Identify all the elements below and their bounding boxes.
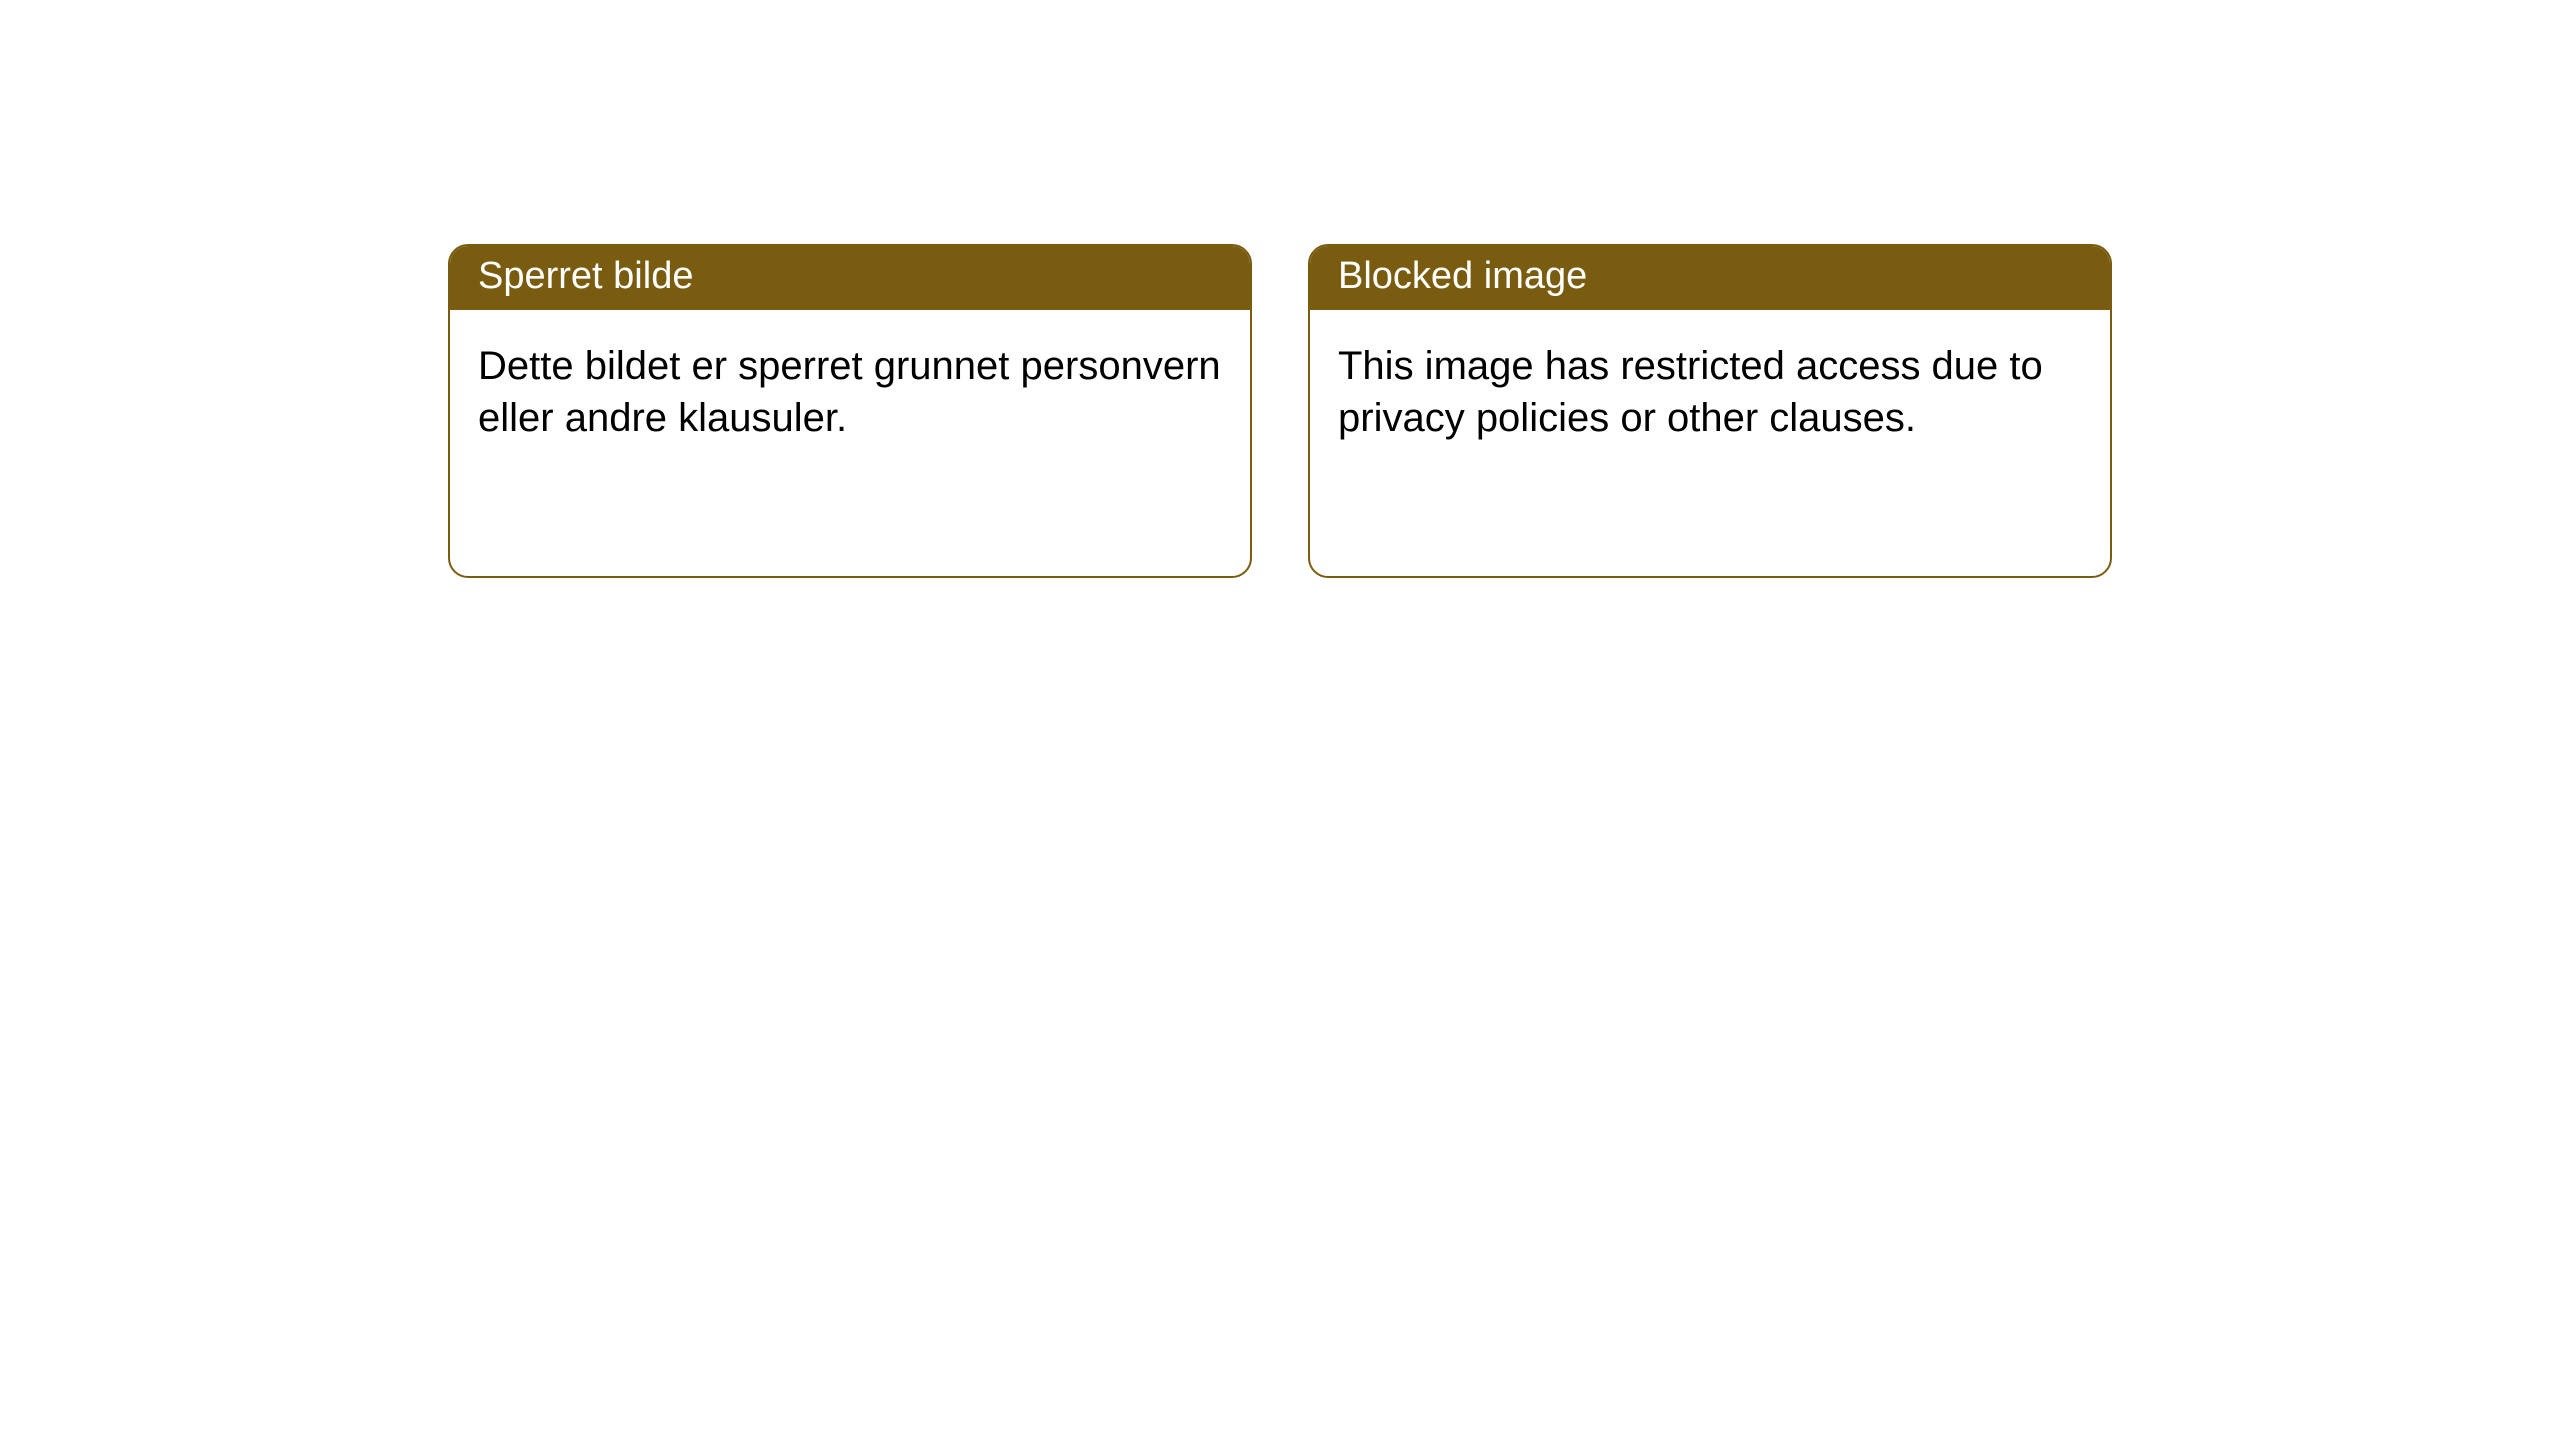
notice-cards-container: Sperret bilde Dette bildet er sperret gr… xyxy=(0,0,2560,578)
card-title: Blocked image xyxy=(1338,255,1587,297)
card-header: Blocked image xyxy=(1310,246,2110,310)
card-body-text: This image has restricted access due to … xyxy=(1338,344,2043,440)
card-body: Dette bildet er sperret grunnet personve… xyxy=(450,310,1250,474)
card-title: Sperret bilde xyxy=(478,255,693,297)
notice-card-english: Blocked image This image has restricted … xyxy=(1308,244,2112,578)
card-body-text: Dette bildet er sperret grunnet personve… xyxy=(478,344,1221,440)
card-body: This image has restricted access due to … xyxy=(1310,310,2110,474)
notice-card-norwegian: Sperret bilde Dette bildet er sperret gr… xyxy=(448,244,1252,578)
card-header: Sperret bilde xyxy=(450,246,1250,310)
